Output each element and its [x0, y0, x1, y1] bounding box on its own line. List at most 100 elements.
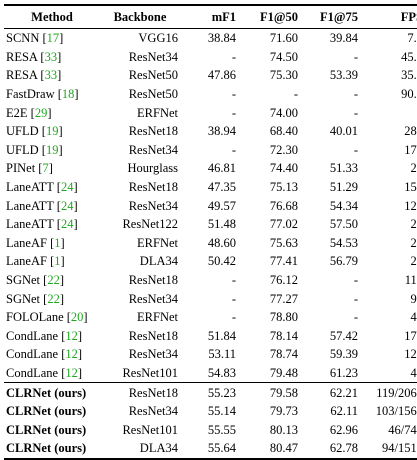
fps-cell: 90.3 [401, 87, 417, 102]
method-cell: SCNN [17] [6, 31, 64, 46]
method-name: CLRNet (ours) [6, 404, 87, 419]
f1-75-cell: 56.79 [329, 254, 358, 269]
f1-75-cell: - [353, 291, 358, 306]
mf1-cell: - [231, 310, 236, 325]
f1-50-cell: 76.68 [269, 198, 298, 213]
mf1-cell: 53.11 [208, 347, 236, 362]
mf1-cell: 55.55 [207, 422, 236, 437]
table-row: CLRNet (ours) ResNet18 55.23 79.58 62.21 119/… [4, 382, 417, 402]
f1-75-cell: 62.96 [329, 422, 358, 437]
fps-cell: 20 [410, 217, 417, 232]
f1-50-cell: - [293, 87, 298, 102]
method-name: LaneATT [6, 180, 54, 195]
table-row: SCNN [17] VGG16 38.84 71.60 39.84 7.5 [4, 29, 417, 48]
method-name: LaneAF [6, 235, 47, 250]
table-row: CondLane [12] ResNet101 54.83 79.48 61.23 47 [4, 364, 417, 383]
citation-ref: 20 [70, 310, 84, 325]
citation-ref: 1 [54, 235, 61, 250]
citation-ref: 18 [61, 87, 75, 102]
method-cell: CLRNet (ours) [4, 439, 100, 460]
table-row: E2E [29]ERFNet-74.00-- [4, 103, 417, 122]
mf1-cell: 38.94 [207, 124, 236, 139]
table-row: LaneATT [24] ResNet122 51.48 77.02 57.50 20 [4, 215, 417, 234]
citation-ref: 7 [42, 161, 49, 176]
table-row: RESA [33] ResNet50 47.86 75.30 53.39 35.7 [4, 66, 417, 85]
f1-50-cell: 79.73 [269, 404, 298, 419]
backbone-cell: ResNet34 [128, 347, 178, 362]
citation-ref: 1 [54, 254, 61, 269]
method-name: CondLane [6, 347, 59, 362]
f1-75-cell: 57.50 [329, 217, 358, 232]
citation-ref: 12 [65, 365, 78, 380]
backbone-cell: ResNet34 [128, 49, 178, 64]
table-row: UFLD [19] ResNet34 - 72.30 - 170 [4, 141, 417, 160]
fps-cell: 119/206* [360, 382, 417, 402]
table-row: CondLane [12] ResNet18 51.84 78.14 57.42 173 [4, 327, 417, 346]
mf1-cell: 38.84 [207, 31, 236, 46]
method-name: CLRNet (ours) [6, 385, 87, 400]
f1-75-cell: - [353, 273, 358, 288]
header-fps: FPS [360, 4, 417, 29]
f1-75-cell: 54.34 [329, 198, 358, 213]
method-name: CLRNet (ours) [6, 441, 87, 456]
f1-50-cell: 77.27 [269, 291, 298, 306]
fps-cell: 117 [404, 273, 417, 288]
backbone-cell: ERFNet [137, 105, 178, 120]
f1-50-cell: 77.41 [269, 254, 298, 269]
f1-75-cell: 40.01 [329, 124, 358, 139]
backbone-cell: VGG16 [138, 31, 178, 46]
backbone-cell: ResNet34 [128, 404, 178, 419]
table-row: FOLOLane [20] ERFNet - 78.80 - 40 [4, 308, 417, 327]
f1-50-cell: 75.30 [269, 68, 298, 83]
backbone-cell: ERFNet [137, 235, 178, 250]
table-row: SGNet [22] ResNet18 - 76.12 - 117 [4, 271, 417, 290]
f1-75-cell: 53.39 [329, 68, 358, 83]
f1-75-cell: 62.21 [300, 382, 360, 402]
method-cell: RESA [33] [6, 49, 62, 64]
method-name: LaneATT [6, 217, 54, 232]
fps-cell: 170 [404, 142, 417, 157]
backbone-cell: ResNet50 [128, 68, 178, 83]
backbone-cell: Hourglass [127, 161, 178, 176]
method-name: LaneAF [6, 254, 47, 269]
method-name: FastDraw [6, 87, 55, 102]
mf1-cell: 49.57 [207, 198, 236, 213]
f1-50-cell: 80.47 [238, 439, 300, 460]
results-table: Method Backbone mF1 F1@50 F1@75 FPS SCNN… [4, 4, 417, 460]
backbone-cell: ResNet50 [128, 87, 178, 102]
method-name: LaneATT [6, 198, 54, 213]
method-cell: E2E [29] [6, 105, 52, 120]
f1-75-cell: 62.78 [300, 439, 360, 460]
table-row: CondLane [12] ResNet34 53.11 78.74 59.39 128 [4, 345, 417, 364]
fps-cell: 25 [410, 161, 417, 176]
method-name: CondLane [6, 365, 59, 380]
mf1-cell: 55.14 [207, 404, 236, 419]
table-row: UFLD [19] ResNet18 38.94 68.40 40.01 282 [4, 122, 417, 141]
mf1-cell: - [231, 291, 236, 306]
method-name: RESA [6, 49, 38, 64]
backbone-cell: DLA34 [139, 254, 178, 269]
backbone-cell: ResNet34 [128, 291, 178, 306]
f1-50-cell: 79.48 [269, 365, 298, 380]
f1-75-cell: 51.33 [329, 161, 358, 176]
backbone-cell: ResNet34 [128, 198, 178, 213]
citation-ref: 17 [46, 31, 60, 46]
fps-cell: 24 [410, 235, 417, 250]
f1-75-cell: 62.11 [330, 404, 358, 419]
method-cell: LaneAF [1] [6, 254, 65, 269]
method-name: CondLane [6, 328, 59, 343]
backbone-cell: ResNet18 [128, 328, 178, 343]
fps-cell: 46/74* [388, 422, 417, 437]
f1-50-cell: 78.14 [269, 328, 298, 343]
f1-75-cell: 39.84 [329, 31, 358, 46]
citation-ref: 12 [65, 328, 78, 343]
table-row: LaneATT [24] ResNet34 49.57 76.68 54.34 129 [4, 196, 417, 215]
fps-cell: 128 [404, 347, 417, 362]
mf1-cell: 51.48 [207, 217, 236, 232]
method-cell: FastDraw [18] [6, 87, 79, 102]
fps-cell: 20 [410, 254, 417, 269]
method-name: CLRNet (ours) [6, 422, 87, 437]
f1-50-cell: 74.40 [269, 161, 298, 176]
f1-50-cell: 74.50 [269, 49, 298, 64]
f1-75-cell: - [353, 49, 358, 64]
